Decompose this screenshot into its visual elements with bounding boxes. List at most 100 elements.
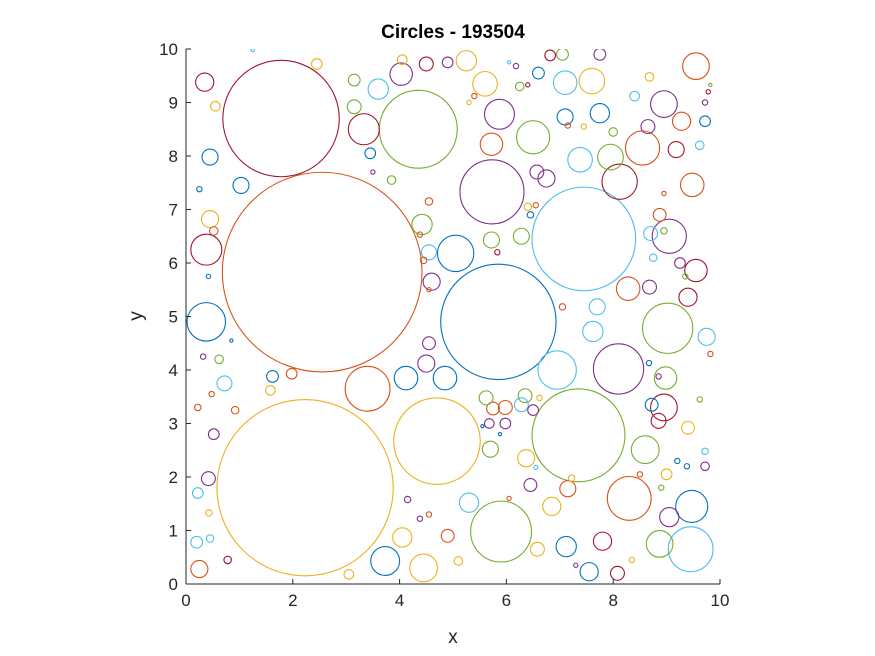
circle-mark	[199, 353, 207, 360]
y-axis-label: y	[126, 311, 147, 321]
circle-mark	[682, 273, 689, 280]
circle-mark	[195, 72, 215, 92]
circle-mark	[440, 528, 455, 543]
circle-mark	[229, 338, 234, 343]
circle-mark	[659, 506, 680, 528]
circle-mark	[624, 130, 661, 166]
circle-mark	[674, 457, 681, 465]
circle-mark	[644, 72, 655, 82]
circle-mark	[481, 440, 499, 458]
circle-mark	[559, 480, 577, 498]
circle-mark	[526, 211, 535, 219]
circle-mark	[453, 556, 464, 566]
circle-mark	[216, 375, 233, 392]
circle-mark	[389, 62, 413, 86]
circle-mark	[418, 56, 434, 72]
y-tick-label: 3	[169, 415, 178, 434]
circle-mark	[579, 562, 599, 582]
circle-mark	[655, 373, 662, 380]
circle-mark	[650, 90, 678, 119]
circle-mark	[552, 70, 578, 96]
x-tick-label: 6	[502, 591, 511, 610]
x-tick-label: 0	[181, 591, 190, 610]
circle-mark	[497, 432, 503, 437]
circle-mark	[378, 89, 458, 169]
circle-mark	[694, 140, 705, 151]
circle-mark	[207, 428, 220, 441]
circle-mark	[191, 487, 204, 499]
circle-mark	[697, 327, 716, 346]
circle-mark	[681, 420, 695, 435]
circle-mark	[652, 207, 667, 222]
circle-mark	[608, 127, 619, 137]
circle-mark	[214, 354, 224, 365]
circle-mark	[265, 384, 276, 396]
circle-mark	[426, 287, 432, 293]
circle-mark	[343, 569, 355, 580]
circle-mark	[346, 99, 362, 115]
circle-mark	[700, 461, 710, 472]
circle-mark	[701, 99, 709, 106]
circle-mark	[589, 103, 611, 124]
circle-mark	[266, 370, 279, 383]
circle-mark	[558, 303, 567, 311]
circle-mark	[478, 390, 494, 406]
circle-mark	[470, 500, 533, 563]
circle-mark	[486, 401, 501, 416]
circle-mark	[512, 227, 530, 245]
circle-mark	[506, 60, 512, 65]
circle-mark	[483, 98, 515, 130]
circle-mark	[592, 343, 645, 395]
circle-mark	[651, 218, 687, 254]
circle-mark	[344, 365, 391, 412]
y-tick-label: 8	[169, 147, 178, 166]
circle-mark	[386, 175, 397, 185]
circle-mark	[419, 256, 428, 265]
circle-mark	[531, 388, 626, 483]
circle-mark	[347, 73, 361, 87]
circle-mark	[653, 366, 678, 390]
circle-mark	[441, 56, 454, 69]
circle-mark	[532, 202, 539, 209]
circle-mark	[636, 471, 644, 478]
y-tick-label: 0	[169, 575, 178, 594]
circle-mark	[533, 464, 539, 471]
circle-mark	[424, 197, 434, 206]
circle-mark	[582, 320, 604, 343]
circle-mark	[606, 475, 652, 521]
circle-mark	[222, 59, 340, 178]
circle-mark	[403, 495, 412, 504]
x-tick-label: 2	[288, 591, 297, 610]
circle-mark	[645, 529, 674, 558]
circle-mark	[684, 258, 708, 283]
circle-mark	[436, 234, 475, 273]
circle-mark	[347, 113, 380, 146]
circle-mark	[232, 176, 250, 194]
circle-mark	[480, 424, 485, 429]
circle-mark	[648, 253, 658, 262]
circle-mark	[650, 412, 667, 429]
x-tick-label: 4	[395, 591, 404, 610]
circle-mark	[674, 257, 686, 269]
circle-mark	[409, 553, 439, 583]
y-tick-label: 7	[169, 201, 178, 220]
circle-mark	[708, 82, 713, 87]
circle-mark	[573, 562, 579, 568]
circle-mark	[667, 141, 685, 159]
circle-mark	[592, 531, 613, 551]
circle-mark	[628, 556, 636, 564]
circle-mark	[422, 272, 441, 291]
circle-mark	[671, 111, 692, 131]
circle-mark	[523, 202, 533, 212]
circle-mark	[615, 276, 641, 301]
circle-mark	[223, 555, 232, 565]
chart-title: Circles - 193504	[381, 22, 525, 43]
x-tick-label: 8	[608, 591, 617, 610]
y-tick-label: 1	[169, 522, 178, 541]
circle-mark	[396, 54, 408, 66]
circle-mark	[642, 279, 658, 295]
circle-mark	[644, 397, 659, 412]
circle-mark	[678, 287, 698, 307]
circle-mark	[593, 49, 607, 61]
